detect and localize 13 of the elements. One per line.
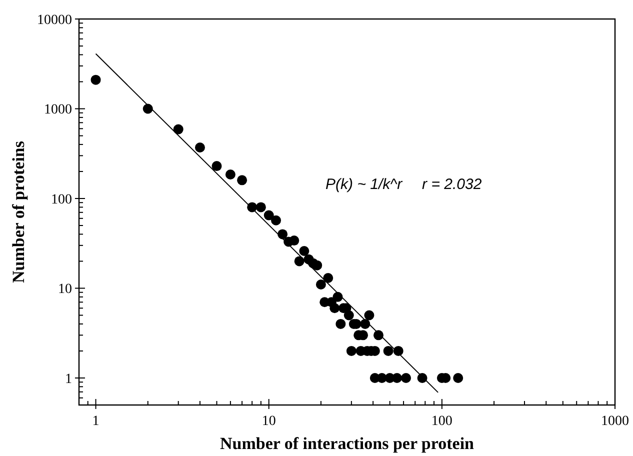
x-axis-title: Number of interactions per protein — [220, 434, 475, 453]
annotation: r = 2.032 — [422, 176, 482, 193]
annotation: P(k) ~ 1/k^r — [326, 176, 404, 193]
y-tick-label: 100 — [51, 192, 72, 208]
x-tick-label: 10 — [262, 414, 276, 429]
y-axis-title: Number of proteins — [9, 140, 28, 283]
y-tick-label: 10 — [58, 282, 72, 298]
y-tick-label: 1000 — [44, 102, 72, 118]
x-tick-label: 1000 — [601, 414, 629, 429]
x-tick-label: 100 — [431, 414, 452, 429]
x-tick-label: 1 — [92, 414, 100, 429]
y-tick-label: 10000 — [37, 13, 72, 28]
y-tick-label: 1 — [65, 372, 72, 387]
